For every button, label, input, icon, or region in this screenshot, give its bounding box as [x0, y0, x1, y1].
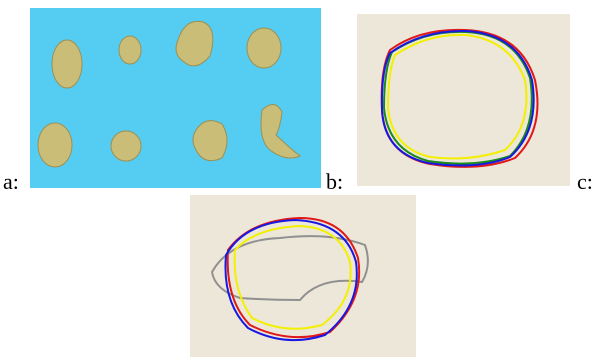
panel-label: c: [577, 171, 593, 193]
panel-c-image [190, 195, 416, 357]
figure: a: b: c: [0, 0, 601, 364]
panel-b-image [357, 14, 570, 186]
panel-a-image [30, 8, 321, 188]
figure-panels [0, 0, 601, 364]
panel-label: a: [3, 171, 19, 193]
panel-label: b: [326, 171, 343, 193]
